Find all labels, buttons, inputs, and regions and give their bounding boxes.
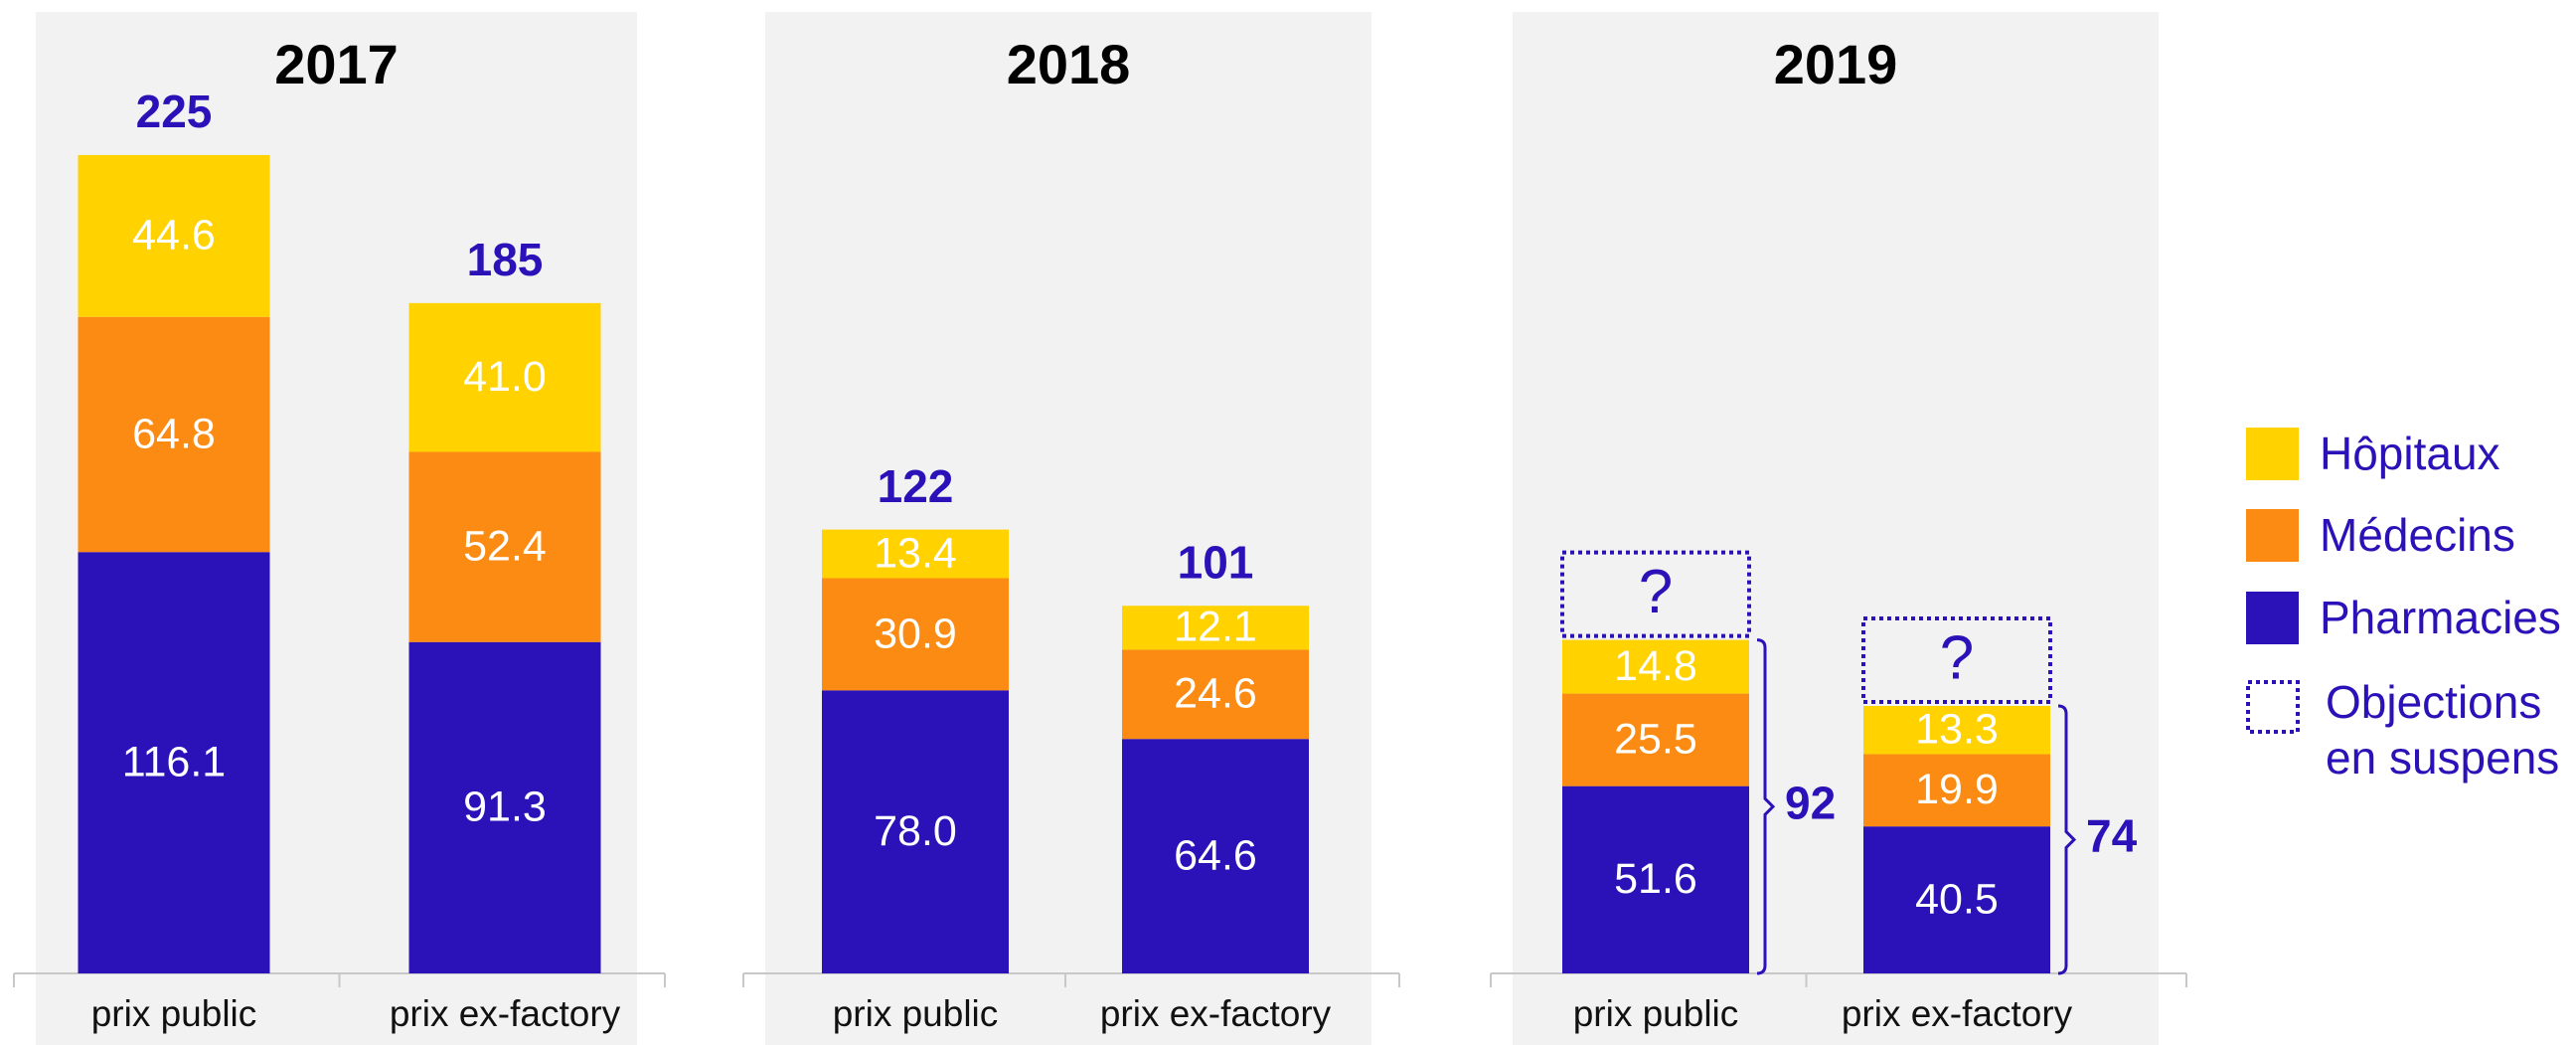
- bar-segment: [1562, 785, 1749, 973]
- legend-label: Pharmacies: [2320, 592, 2561, 643]
- total-bracket: [2057, 704, 2077, 975]
- bar-segment: [78, 154, 270, 317]
- bar-segment: [408, 641, 601, 973]
- value-label: 41.0: [463, 353, 547, 401]
- value-label: 52.4: [463, 522, 547, 570]
- bar-segment: [822, 529, 1009, 579]
- value-label: 116.1: [122, 738, 226, 785]
- bar-segment: [1863, 754, 2050, 827]
- bar-segment: [1863, 705, 2050, 755]
- legend-swatch: [2246, 428, 2299, 480]
- bar-segment: [822, 690, 1009, 973]
- value-label: 64.8: [132, 410, 216, 457]
- pending-label: ?: [1639, 558, 1673, 626]
- legend-swatch: [2246, 592, 2299, 644]
- value-label: 51.6: [1614, 855, 1697, 903]
- value-label: 40.5: [1915, 875, 1999, 923]
- value-label: 19.9: [1915, 766, 1999, 813]
- value-label: 44.6: [132, 212, 216, 260]
- bar-segment: [1122, 649, 1309, 740]
- legend-swatch-pending: [2246, 680, 2300, 734]
- bar-segment: [1863, 826, 2050, 973]
- value-label: 91.3: [463, 784, 547, 831]
- bar-segment: [1562, 693, 1749, 786]
- legend-label: Hôpitaux: [2320, 428, 2500, 479]
- panel-title: 2018: [1007, 33, 1131, 95]
- panel-title: 2017: [274, 33, 399, 95]
- value-label: 13.4: [874, 529, 957, 577]
- legend-label: Médecins: [2320, 509, 2515, 561]
- total-label: 92: [1785, 777, 1836, 828]
- legend-label: Objections en suspens: [2326, 676, 2560, 784]
- category-label: prix ex-factory: [390, 993, 621, 1034]
- total-label: 185: [467, 234, 544, 285]
- total-bracket: [1756, 638, 1776, 975]
- legend-swatch: [2246, 509, 2299, 562]
- total-label: 101: [1178, 536, 1254, 588]
- value-label: 78.0: [874, 807, 957, 855]
- total-label: 225: [136, 86, 213, 137]
- value-label: 12.1: [1174, 604, 1257, 651]
- category-label: prix public: [1573, 993, 1739, 1034]
- category-label: prix public: [91, 993, 257, 1034]
- bar-segment: [1562, 639, 1749, 694]
- value-label: 24.6: [1174, 670, 1257, 718]
- value-label: 30.9: [874, 610, 957, 657]
- bar-segment: [78, 552, 270, 973]
- bar-segment: [78, 316, 270, 553]
- value-label: 25.5: [1614, 715, 1697, 763]
- bar-segment: [408, 302, 601, 452]
- value-label: 14.8: [1614, 642, 1697, 690]
- bar-segment: [408, 451, 601, 642]
- value-label: 64.6: [1174, 831, 1257, 879]
- category-label: prix ex-factory: [1842, 993, 2073, 1034]
- bar-segment: [1122, 739, 1309, 973]
- panel-title: 2019: [1774, 33, 1898, 95]
- total-label: 74: [2086, 810, 2138, 862]
- category-label: prix public: [833, 993, 999, 1034]
- pending-label: ?: [1940, 623, 1974, 692]
- category-label: prix ex-factory: [1100, 993, 1332, 1034]
- total-label: 122: [878, 460, 954, 512]
- bar-segment: [1122, 606, 1309, 650]
- value-label: 13.3: [1915, 706, 1999, 754]
- bar-segment: [822, 578, 1009, 691]
